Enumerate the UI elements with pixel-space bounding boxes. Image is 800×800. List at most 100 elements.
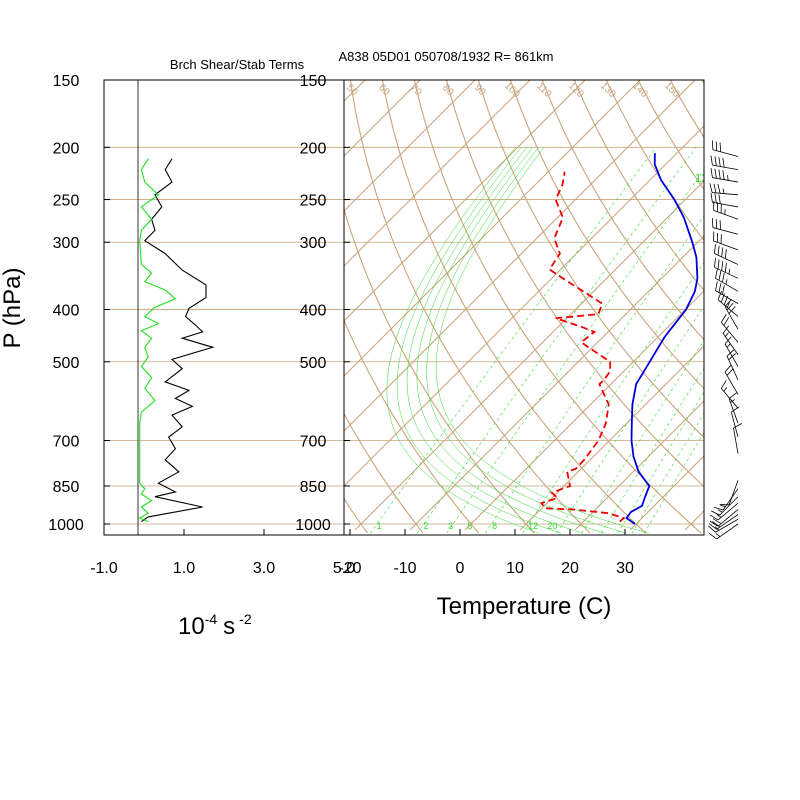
wind-barb-staff (720, 322, 739, 343)
wind-barb-11 (715, 281, 739, 304)
wind-barb-flag (724, 336, 732, 345)
wind-barb-half-flag (728, 268, 731, 275)
wind-barb-staff (724, 306, 739, 330)
wind-barb-29 (708, 518, 739, 533)
pressure-tick-right-300: 300 (300, 235, 327, 252)
wind-barb-staff (716, 514, 739, 530)
wind-barb-flag (723, 295, 729, 306)
theta-top-label-90: 90 (472, 82, 488, 98)
wind-barb-half-flag (723, 386, 728, 392)
wind-barb-flag (711, 218, 714, 228)
wind-barb-6 (711, 218, 739, 235)
wind-barb-staff (716, 523, 739, 540)
isotherm-30 (629, 455, 704, 531)
pressure-tick-left-1000: 1000 (48, 517, 84, 534)
wind-barb-flag (715, 141, 718, 151)
pressure-tick-left-300: 300 (53, 235, 80, 252)
moist-adiabat-26 (416, 147, 605, 534)
mixing-ratio-label-12: 12 (695, 171, 709, 185)
stability-xlabel: 10-4 s -2 (178, 611, 252, 640)
stability-xlabel-unit-exponent: -2 (239, 611, 252, 627)
theta-top-label-150: 150 (662, 80, 682, 100)
wind-barb-staff (730, 411, 739, 438)
pressure-tick-left-250: 250 (53, 193, 80, 210)
moist-adiabat-14 (386, 147, 539, 534)
dry-adiabat-120 (669, 80, 704, 139)
theta-top-label-50: 50 (344, 82, 360, 98)
wind-barb-flag (715, 219, 718, 229)
temperature-xtick-20: 20 (561, 560, 579, 577)
wind-barb-half-flag (722, 188, 725, 194)
pressure-tick-right-500: 500 (300, 355, 327, 372)
temperature-xtick-10: 10 (506, 560, 524, 577)
temperature-xtick--10: -10 (393, 560, 416, 577)
wind-barb-staff (712, 227, 739, 235)
wind-barb-half-flag (726, 302, 730, 308)
wind-barb-staff (714, 253, 739, 265)
wind-barb-flag (712, 518, 722, 525)
wind-barb-flag (722, 272, 725, 283)
stability-series-shear (141, 158, 215, 523)
temperature-xtick--20: -20 (338, 560, 361, 577)
wind-barb-flag (709, 514, 719, 521)
dry-adiabat--20 (344, 497, 368, 534)
wind-barb-staff (712, 149, 739, 157)
wind-barb-flag (724, 364, 732, 373)
dry-adiabat-80 (541, 80, 704, 341)
dry-adiabat-130 (701, 80, 704, 85)
wind-barb-staff (717, 502, 739, 521)
isotherm--40 (344, 80, 696, 432)
wind-barb-27 (709, 509, 739, 527)
wind-barb-flag (715, 268, 718, 279)
wind-barb-flag (719, 220, 722, 230)
wind-barb-staff (717, 299, 739, 317)
left-panel-title: Brch Shear/Stab Terms (170, 57, 305, 72)
wind-barb-flag (717, 183, 721, 194)
skewt-series (539, 153, 699, 525)
wind-barb-staff (712, 202, 739, 208)
wind-barb-24 (713, 488, 739, 511)
wind-barbs (708, 140, 743, 540)
wind-barb-staff (733, 427, 739, 454)
wind-barb-28 (708, 514, 739, 530)
wind-barb-4 (710, 192, 739, 208)
wind-barb-half-flag (714, 526, 720, 531)
wind-barb-staff (724, 371, 739, 395)
pressure-tick-left-200: 200 (53, 140, 80, 157)
wind-barb-flag (733, 423, 743, 429)
pressure-tick-right-200: 200 (300, 140, 327, 157)
wind-barb-staff (712, 164, 739, 171)
wind-barb-5 (713, 200, 739, 220)
mixing-ratio-line-16 (581, 339, 704, 534)
wind-barb-flag (721, 261, 724, 271)
mixing-ratio-line-28 (631, 412, 704, 534)
wind-barb-3 (709, 183, 739, 196)
pressure-tick-right-150: 150 (300, 73, 327, 90)
pressure-axis-label: P (hPa) (0, 268, 26, 349)
pressure-tick-right-1000: 1000 (295, 517, 331, 534)
theta-top-label-70: 70 (408, 82, 424, 98)
wind-barb-staff (712, 177, 739, 183)
wind-barb-23 (719, 480, 739, 506)
mixing-ratio-label-16: 16 (742, 171, 756, 185)
wind-barb-flag (722, 170, 725, 180)
wind-barb-staff (722, 488, 739, 511)
moist-adiabat-18 (396, 147, 561, 534)
wind-barb-22 (733, 423, 743, 454)
wind-barb-flag (714, 193, 717, 204)
isotherm-10 (519, 345, 704, 531)
dry-adiabat-50 (445, 80, 704, 488)
theta-top-label-60: 60 (376, 82, 392, 98)
wind-barb-flag (713, 506, 724, 511)
isotherm--70 (344, 80, 531, 267)
dry-adiabat-150 (756, 64, 800, 533)
dry-adiabat-160 (787, 64, 800, 533)
wind-barb-half-flag (730, 399, 735, 403)
temperature-xtick-0: 0 (456, 560, 465, 577)
wind-barb-staff (715, 518, 739, 533)
wind-barb-flag (728, 353, 736, 361)
pressure-tick-right-400: 400 (300, 303, 327, 320)
pressure-tick-left-150: 150 (53, 73, 80, 90)
wind-barb-12 (717, 290, 739, 317)
